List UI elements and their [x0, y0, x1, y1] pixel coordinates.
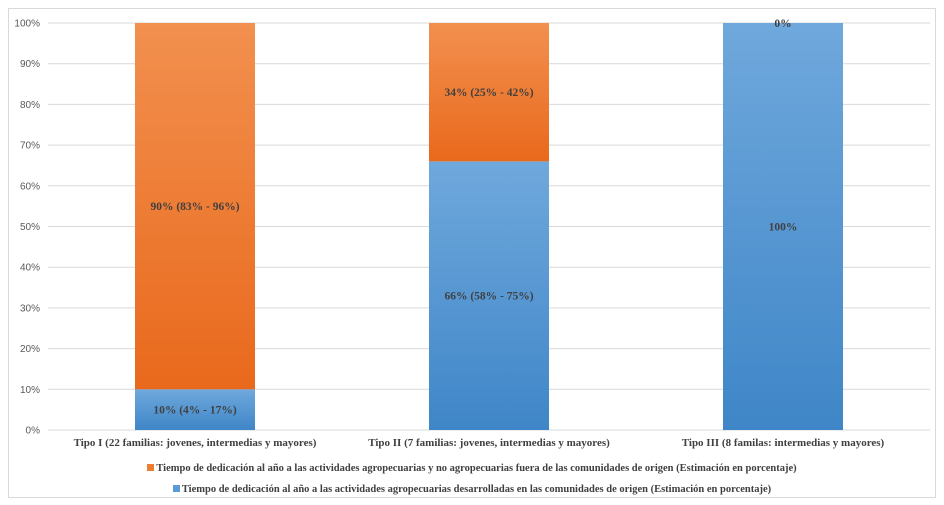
y-tick-label: 90%: [20, 59, 40, 70]
bar-segment-origin: [135, 389, 255, 430]
category-label: Tipo II (7 familias: jovenes, intermedia…: [368, 437, 610, 449]
y-tick-label: 10%: [20, 385, 40, 396]
y-tick-label: 60%: [20, 181, 40, 192]
bar-segment-origin: [723, 23, 843, 430]
y-tick-label: 50%: [20, 222, 40, 233]
legend-item-origin: Tiempo de dedicación al año a las activi…: [0, 484, 944, 495]
y-tick-label: 40%: [20, 263, 40, 274]
legend-swatch-blue: [172, 485, 180, 492]
data-label: 90% (83% - 96%): [150, 201, 239, 213]
category-label: Tipo I (22 familias: jovenes, intermedia…: [74, 437, 317, 449]
y-tick-label: 70%: [20, 141, 40, 152]
legend-label-outside: Tiempo de dedicación al año a las activi…: [156, 463, 797, 474]
y-axis-ticks: 0% 10% 20% 30% 40% 50% 60% 70% 80% 90% 100%: [14, 19, 40, 437]
data-label: 66% (58% - 75%): [444, 291, 533, 303]
y-tick-label: 30%: [20, 303, 40, 314]
data-label: 34% (25% - 42%): [444, 87, 533, 99]
data-label: 100%: [769, 222, 798, 234]
legend-item-outside: Tiempo de dedicación al año a las activi…: [0, 463, 944, 474]
legend-swatch-orange: [147, 464, 155, 471]
bars: [135, 23, 843, 430]
y-tick-label: 80%: [20, 100, 40, 111]
y-tick-label: 0%: [26, 426, 41, 437]
data-labels: 10% (4% - 17%) 90% (83% - 96%) 66% (58% - …: [150, 18, 797, 417]
data-label: 10% (4% - 17%): [153, 405, 237, 417]
bar-segment-outside: [135, 23, 255, 390]
x-axis-categories: Tipo I (22 familias: jovenes, intermedia…: [74, 437, 885, 449]
legend-label-origin: Tiempo de dedicación al año a las activi…: [181, 484, 772, 495]
y-tick-label: 100%: [14, 19, 40, 30]
bar-segment-outside: [429, 23, 549, 162]
bar-segment-origin: [429, 161, 549, 430]
y-tick-label: 20%: [20, 344, 40, 355]
category-label: Tipo III (8 familas: intermedias y mayor…: [682, 437, 885, 449]
data-label: 0%: [774, 18, 791, 30]
